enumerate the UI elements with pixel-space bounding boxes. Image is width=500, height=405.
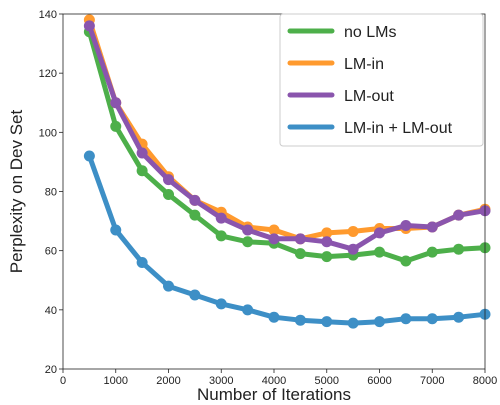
data-point <box>189 289 201 301</box>
x-tick-label: 2000 <box>156 375 180 387</box>
legend-label-lm-in-lm-out: LM-in + LM-out <box>344 120 453 137</box>
x-tick-label: 0 <box>60 375 66 387</box>
y-tick-label: 120 <box>39 68 57 80</box>
ticks-layer: 0 1000 2000 3000 4000 5000 6000 7000 8000 20 40 60 8… <box>39 9 498 387</box>
data-point <box>294 314 306 326</box>
data-point <box>347 317 359 329</box>
x-tick-label: 1000 <box>104 375 128 387</box>
data-point <box>321 251 333 263</box>
series-line-lm-out <box>86 23 488 252</box>
data-point <box>215 212 227 224</box>
y-tick-label: 140 <box>39 9 57 21</box>
data-point <box>426 313 438 325</box>
data-point <box>83 150 95 162</box>
series-lm-in-lm-out <box>83 150 491 329</box>
data-point <box>268 233 280 245</box>
data-point <box>242 224 254 236</box>
x-tick-label: 6000 <box>367 375 391 387</box>
data-point <box>215 230 227 242</box>
data-point <box>400 313 412 325</box>
series-no-lms <box>83 26 491 267</box>
data-point <box>374 227 385 239</box>
series-line-lm-in-lm-out <box>86 153 488 326</box>
y-tick-label: 60 <box>45 246 57 258</box>
legend-label-no-lms: no LMs <box>344 24 396 41</box>
x-tick-label: 8000 <box>473 375 497 387</box>
data-point <box>453 243 465 255</box>
data-point <box>294 248 306 260</box>
data-point <box>189 194 201 206</box>
data-point <box>268 224 280 236</box>
data-point <box>347 225 359 237</box>
data-point <box>426 246 438 258</box>
data-point <box>321 227 333 239</box>
x-tick-label: 7000 <box>420 375 444 387</box>
data-point <box>400 220 412 232</box>
data-point <box>321 316 333 328</box>
series-line-no-lms <box>86 29 488 264</box>
data-point <box>110 120 122 132</box>
data-point <box>163 188 174 200</box>
y-tick-label: 40 <box>45 305 57 317</box>
data-point <box>453 311 465 323</box>
data-point <box>294 233 306 245</box>
y-tick-label: 100 <box>39 127 57 139</box>
legend: no LMs LM-in LM-out LM-in + LM-out <box>279 13 484 147</box>
x-tick-label: 4000 <box>262 375 286 387</box>
y-tick-label: 80 <box>45 187 57 199</box>
data-point <box>242 236 254 248</box>
data-point <box>136 165 148 177</box>
data-point <box>163 280 174 292</box>
data-point <box>347 243 359 255</box>
data-point <box>136 257 148 268</box>
series-layer <box>83 14 491 329</box>
x-tick-label: 3000 <box>209 375 233 387</box>
data-point <box>453 209 465 221</box>
data-point <box>189 209 201 221</box>
data-point <box>321 236 333 248</box>
data-point <box>110 224 122 236</box>
data-point <box>110 97 122 109</box>
legend-label-lm-out: LM-out <box>344 88 394 105</box>
legend-box <box>279 13 484 147</box>
data-point <box>400 255 412 267</box>
series-lm-out <box>83 20 491 255</box>
data-point <box>215 298 227 310</box>
data-point <box>136 147 148 159</box>
y-tick-label: 20 <box>45 364 57 376</box>
data-point <box>242 304 254 316</box>
data-point <box>374 246 385 258</box>
data-point <box>163 174 174 186</box>
data-point <box>268 311 280 323</box>
data-point <box>374 316 385 328</box>
y-axis-label: Perplexity on Dev Set <box>7 109 26 273</box>
x-axis-label: Number of Iterations <box>197 385 351 404</box>
data-point <box>83 20 95 32</box>
x-tick-label: 5000 <box>315 375 339 387</box>
legend-label-lm-in: LM-in <box>344 56 384 73</box>
data-point <box>426 221 438 233</box>
